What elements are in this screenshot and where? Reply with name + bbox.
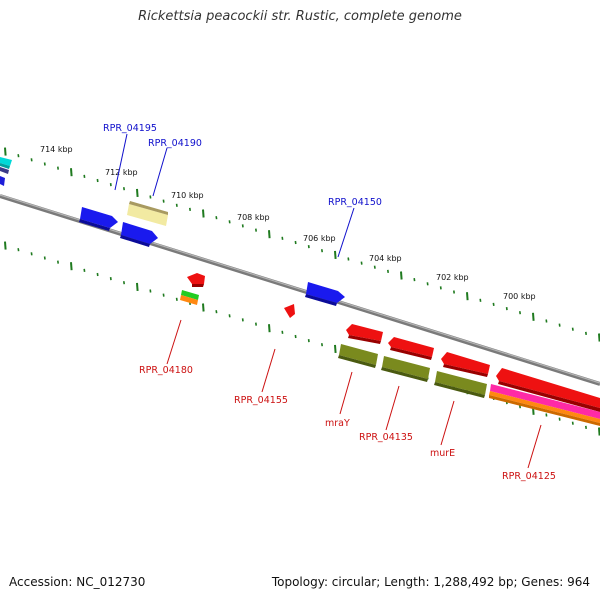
leader-line-RPR_04135: [385, 385, 400, 431]
gene-label-RPR_04155[interactable]: RPR_04155: [234, 395, 288, 406]
gene-feature-forward-3[interactable]: [127, 201, 168, 226]
gene-feature-reverse-2[interactable]: [180, 290, 199, 305]
major-tick: [268, 230, 271, 239]
major-tick: [268, 324, 271, 333]
major-tick: [202, 209, 205, 218]
gene-label-RPR_04190[interactable]: RPR_04190: [148, 138, 202, 149]
scale-label-704: 704 kbp: [369, 254, 402, 263]
gene-feature-edge-navy[interactable]: [0, 167, 9, 174]
gene-feature-reverse-10[interactable]: [434, 371, 487, 398]
gene-feature-edge-cyan[interactable]: [0, 157, 12, 169]
gene-feature-reverse-1[interactable]: [187, 273, 205, 287]
scale-label-708: 708 kbp: [237, 213, 270, 222]
outer-tick-track: [4, 147, 600, 342]
gene-feature-reverse-6[interactable]: [441, 352, 490, 377]
gene-label-RPR_04125[interactable]: RPR_04125: [502, 471, 556, 482]
leader-line-RPR_04195: [114, 133, 128, 191]
major-tick: [70, 262, 73, 271]
major-tick: [532, 312, 535, 321]
gene-feature-reverse-11[interactable]: [489, 384, 600, 426]
major-tick: [4, 241, 7, 250]
major-tick: [466, 292, 469, 301]
leader-line-RPR_04150: [337, 207, 355, 258]
gene-feature-reverse-7[interactable]: [496, 368, 600, 412]
gene-label-murE[interactable]: murE: [430, 448, 455, 459]
gene-feature-reverse-9[interactable]: [381, 356, 430, 382]
gene-label-RPR_04180[interactable]: RPR_04180: [139, 365, 193, 376]
scale-label-712: 712 kbp: [105, 168, 138, 177]
gene-label-RPR_04195[interactable]: RPR_04195: [103, 123, 157, 134]
scale-label-710: 710 kbp: [171, 191, 204, 200]
major-tick: [334, 250, 337, 259]
leader-line-mraY: [339, 371, 353, 415]
gene-feature-edge-blue[interactable]: [0, 176, 5, 186]
major-tick: [400, 271, 403, 280]
leader-line-RPR_04190: [152, 147, 168, 197]
gene-feature-reverse-3[interactable]: [284, 304, 295, 318]
scale-label-700: 700 kbp: [503, 292, 536, 301]
map-title: Rickettsia peacockii str. Rustic, comple…: [138, 9, 462, 24]
genome-summary: Topology: circular; Length: 1,288,492 bp…: [271, 575, 590, 589]
major-tick: [136, 282, 139, 291]
leader-line-murE: [440, 400, 455, 446]
scale-label-702: 702 kbp: [436, 273, 469, 282]
gene-feature-forward-4[interactable]: [305, 282, 345, 306]
leader-line-RPR_04155: [261, 348, 276, 393]
gene-feature-forward-2[interactable]: [120, 222, 158, 247]
gene-feature-forward-1[interactable]: [79, 207, 118, 231]
gene-feature-reverse-5[interactable]: [388, 337, 434, 360]
gene-feature-reverse-4[interactable]: [346, 324, 383, 344]
major-tick: [136, 188, 139, 197]
inner-tick-track: [4, 241, 600, 436]
major-tick: [70, 168, 73, 177]
leader-line-RPR_04125: [527, 424, 542, 469]
leader-line-RPR_04180: [166, 319, 182, 365]
major-tick: [4, 147, 7, 156]
gene-label-mraY[interactable]: mraY: [325, 418, 350, 429]
scale-label-706: 706 kbp: [303, 234, 336, 243]
gene-feature-reverse-8[interactable]: [338, 344, 378, 368]
gene-label-RPR_04150[interactable]: RPR_04150: [328, 197, 382, 208]
major-tick: [334, 344, 337, 353]
scale-label-714: 714 kbp: [40, 145, 73, 154]
gene-label-RPR_04135[interactable]: RPR_04135: [359, 432, 413, 443]
accession-label: Accession: NC_012730: [9, 575, 146, 589]
major-tick: [202, 303, 205, 312]
